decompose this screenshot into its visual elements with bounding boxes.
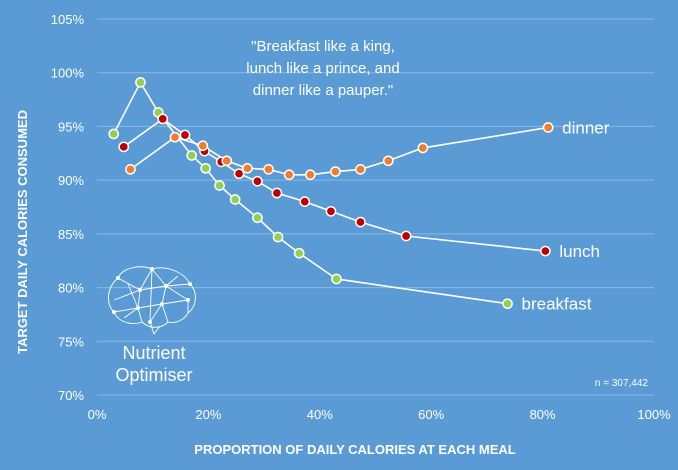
y-tick-label: 75% [58,334,84,349]
series-line-breakfast [112,81,508,305]
data-point-lunch [400,230,412,242]
quote-line-3: dinner like a pauper." [253,82,393,99]
series-label-lunch: lunch [559,242,600,261]
data-point-dinner [283,169,295,181]
data-point-breakfast [252,212,263,224]
data-point-lunch [179,129,191,141]
y-tick-label: 70% [58,388,84,403]
x-tick-label: 20% [195,407,221,422]
y-tick-label: 80% [58,281,84,296]
data-point-breakfast [331,273,342,285]
y-tick-label: 90% [58,173,84,188]
y-tick-label: 100% [51,66,85,81]
data-point-dinner [263,164,274,175]
quote-line-1: "Breakfast like a king, [251,38,395,55]
x-axis-label: PROPORTION OF DAILY CALORIES AT EACH MEA… [194,442,515,457]
y-tick-label: 105% [51,12,85,27]
data-point-dinner [542,122,554,133]
logo-text-line-2: Optimiser [115,365,192,385]
data-point-dinner [382,155,394,167]
data-point-breakfast [200,162,211,174]
data-point-lunch [271,187,283,199]
data-point-dinner [355,164,366,175]
data-point-dinner [242,162,253,174]
data-point-dinner [221,155,233,167]
data-point-lunch [540,245,551,257]
gridlines [97,18,654,396]
data-point-lunch [233,168,245,180]
x-tick-label: 100% [637,407,671,422]
data-point-lunch [325,205,337,217]
data-point-breakfast [229,194,241,205]
x-tick-label: 40% [307,407,333,422]
data-point-lunch [157,113,169,125]
x-tick-label: 0% [88,407,107,422]
data-point-dinner [125,164,136,175]
data-point-breakfast [293,247,305,259]
data-point-breakfast [186,150,198,161]
quote-annotation: "Breakfast like a king, lunch like a pri… [246,38,399,99]
data-point-dinner [197,140,209,152]
y-axis-label: TARGET DAILY CALORIES CONSUMED [15,110,30,354]
data-point-dinner [417,142,429,154]
sample-size-note: n = 307,442 [595,378,649,389]
data-point-breakfast [135,77,146,88]
data-point-lunch [299,196,311,207]
data-point-dinner [330,166,341,177]
data-point-lunch [118,141,130,153]
data-point-breakfast [108,128,120,140]
logo-text-line-1: Nutrient [122,343,185,363]
axis-ticks: 70% 75% 80% 85% 90% 95% 100% 105% 0% 20% 40% 60% 80%… [51,12,671,422]
series-labels: breakfast lunch dinner [522,119,610,314]
y-tick-label: 95% [58,119,84,134]
series-label-dinner: dinner [562,119,610,138]
data-point-lunch [252,175,263,187]
data-point-lunch [355,216,366,228]
x-tick-label: 80% [530,407,556,422]
data-point-dinner [304,169,316,181]
brain-logo-icon [108,266,196,335]
series [108,77,554,310]
series-label-breakfast: breakfast [522,295,592,314]
data-point-breakfast [214,180,225,191]
quote-line-2: lunch like a prince, and [246,60,399,77]
data-point-breakfast [502,298,513,310]
data-point-dinner [169,131,181,143]
data-point-breakfast [272,231,284,243]
y-tick-label: 85% [58,227,84,242]
x-tick-label: 60% [418,407,444,422]
